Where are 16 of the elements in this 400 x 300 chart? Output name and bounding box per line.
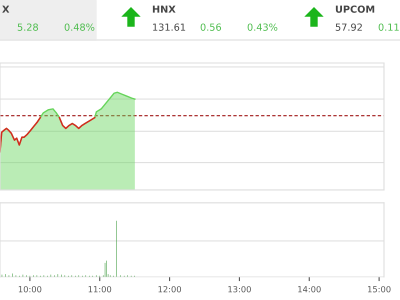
- text: 0.56: [200, 23, 222, 31]
- x-tick-label: 14:00: [298, 286, 321, 292]
- text: 0.43%: [248, 23, 278, 31]
- x-tick-label: 10:00: [18, 286, 42, 292]
- text: 57.92: [336, 23, 362, 31]
- text: X: [2, 6, 10, 13]
- text: 131.61: [153, 23, 186, 31]
- text: 5.28: [18, 23, 38, 31]
- x-tick-label: 13:00: [228, 286, 251, 292]
- text: UPCOM: [336, 5, 374, 13]
- x-tick-label: 11:00: [88, 286, 112, 292]
- x-tick-label: 12:00: [158, 286, 182, 292]
- text: 0.11: [378, 23, 399, 31]
- x-tick-label: 15:00: [368, 286, 391, 292]
- text: 0.48%: [64, 23, 94, 31]
- text: HNX: [152, 6, 176, 13]
